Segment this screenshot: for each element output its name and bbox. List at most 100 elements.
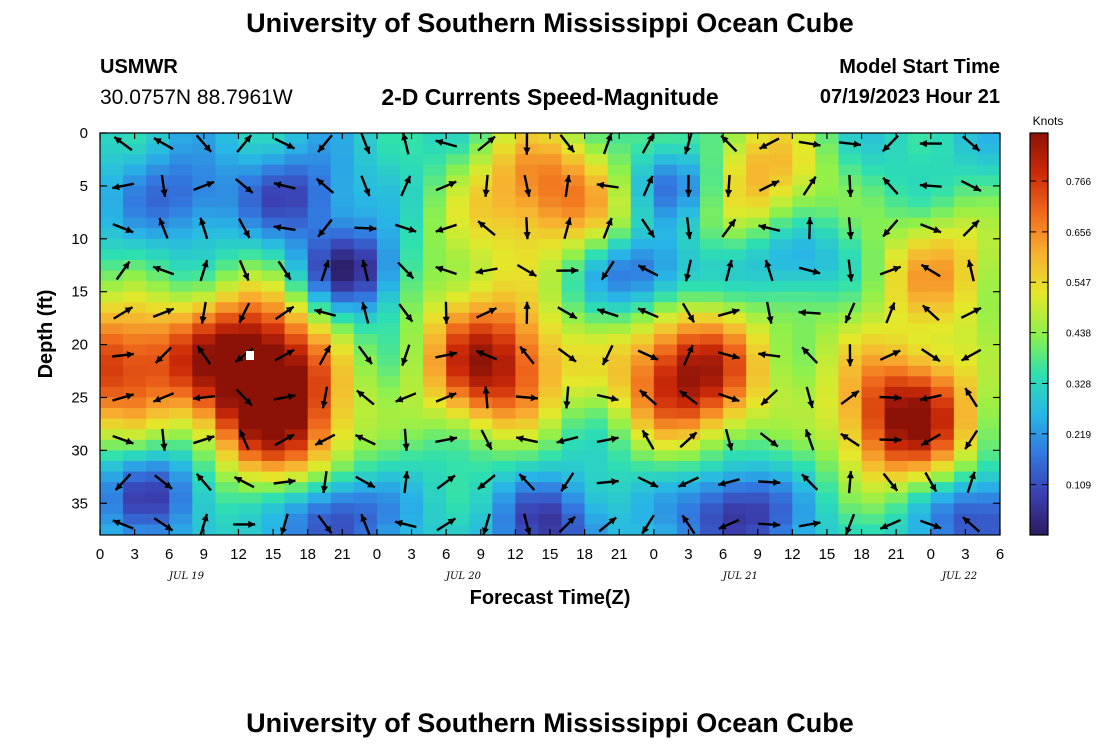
heatmap-cell <box>515 450 540 462</box>
heatmap-cell <box>261 323 286 335</box>
heatmap-cell <box>861 450 886 462</box>
heatmap-cell <box>400 365 424 377</box>
vector-arrow <box>199 301 207 324</box>
heatmap-cell <box>976 291 1000 303</box>
heatmap-cell <box>446 365 470 377</box>
heatmap-cell <box>884 207 909 219</box>
vector-arrow <box>274 348 295 362</box>
heatmap-cell <box>630 133 655 145</box>
heatmap-cell <box>584 439 609 451</box>
heatmap-cell <box>838 376 863 388</box>
heatmap-cell <box>930 312 955 325</box>
vector-arrow <box>274 305 295 321</box>
heatmap-cell <box>123 175 147 187</box>
heatmap-cell <box>284 185 309 198</box>
heatmap-cell <box>953 344 978 356</box>
heatmap-cell <box>584 429 609 441</box>
heatmap-cell <box>215 524 240 535</box>
heatmap-cell <box>907 249 932 261</box>
vector-arrow <box>238 429 250 451</box>
heatmap-cell <box>584 291 609 303</box>
heatmap-cell <box>515 323 540 335</box>
heatmap-cell <box>353 323 378 335</box>
heatmap-cell <box>423 217 447 229</box>
heatmap-cell <box>238 386 263 399</box>
heatmap-cell <box>400 291 424 303</box>
heatmap-cell <box>769 217 793 229</box>
vector-arrow <box>717 351 740 360</box>
vector-arrow <box>846 174 854 197</box>
heatmap-cell <box>146 524 170 535</box>
heatmap-cell <box>561 238 586 250</box>
heatmap-cell <box>307 503 332 515</box>
heatmap-cell <box>330 259 355 272</box>
heatmap-cell <box>515 513 540 526</box>
heatmap-cell <box>146 365 170 377</box>
heatmap-cell <box>976 196 1000 208</box>
heatmap-cell <box>723 133 747 145</box>
y-tick-label: 35 <box>71 495 88 512</box>
vector-arrow <box>237 218 251 239</box>
heatmap-cell <box>930 323 955 335</box>
vector-arrow <box>724 259 734 282</box>
heatmap-cell <box>307 386 332 399</box>
heatmap-cell <box>238 207 263 219</box>
vector-arrow <box>317 218 333 238</box>
heatmap-cell <box>838 460 863 473</box>
heatmap-cell <box>561 334 586 346</box>
heatmap-cell <box>976 270 1000 282</box>
heatmap-cell <box>192 482 216 494</box>
vector-arrow <box>153 137 174 151</box>
heatmap-cell <box>400 482 424 494</box>
heatmap-cell <box>446 471 470 483</box>
heatmap-cell <box>584 397 609 409</box>
heatmap-cell <box>169 196 193 208</box>
heatmap-cell <box>607 503 632 515</box>
heatmap-cell <box>953 249 978 261</box>
heatmap-cell <box>584 270 609 282</box>
heatmap-cell <box>330 513 355 526</box>
heatmap-cell <box>861 524 886 535</box>
heatmap-cell <box>446 270 470 282</box>
heatmap-cell <box>815 154 840 166</box>
heatmap-cell <box>884 249 909 261</box>
heatmap-cell <box>976 175 1000 187</box>
x-tick-label: 3 <box>407 546 415 563</box>
heatmap-cell <box>815 460 840 473</box>
heatmap-cell <box>169 397 193 409</box>
heatmap-cell <box>100 133 124 145</box>
vector-arrow <box>760 389 779 406</box>
heatmap-cell <box>676 513 701 526</box>
heatmap-cell <box>930 196 955 208</box>
heatmap-cell <box>561 217 586 229</box>
heatmap-cell <box>284 270 309 282</box>
heatmap-cell <box>469 418 493 430</box>
heatmap-cell <box>561 164 586 176</box>
heatmap-cell <box>492 270 516 282</box>
vector-arrow <box>314 308 336 317</box>
heatmap-cell <box>423 344 447 356</box>
heatmap-cell <box>284 207 309 219</box>
x-tick-label: 21 <box>888 546 905 563</box>
heatmap-cell <box>884 302 909 314</box>
heatmap-cell <box>469 355 493 367</box>
heatmap-cell <box>307 408 332 420</box>
vector-arrow <box>596 308 619 318</box>
heatmap-cell <box>723 281 747 293</box>
heatmap-cell <box>215 482 240 494</box>
x-tick-label: 15 <box>542 546 559 563</box>
heatmap-cell <box>930 302 955 314</box>
heatmap-cell <box>700 323 724 335</box>
heatmap-cell <box>769 397 793 409</box>
heatmap-cell <box>953 376 978 388</box>
heatmap-cell <box>861 175 886 187</box>
heatmap-cell <box>261 376 286 388</box>
heatmap-cell <box>538 355 563 367</box>
heatmap-cell <box>123 513 147 526</box>
heatmap-cell <box>423 143 447 155</box>
heatmap-cell <box>723 344 747 356</box>
heatmap-cell <box>169 460 193 473</box>
heatmap-cell <box>976 164 1000 176</box>
heatmap-cell <box>838 291 863 303</box>
heatmap-cell <box>930 133 955 145</box>
